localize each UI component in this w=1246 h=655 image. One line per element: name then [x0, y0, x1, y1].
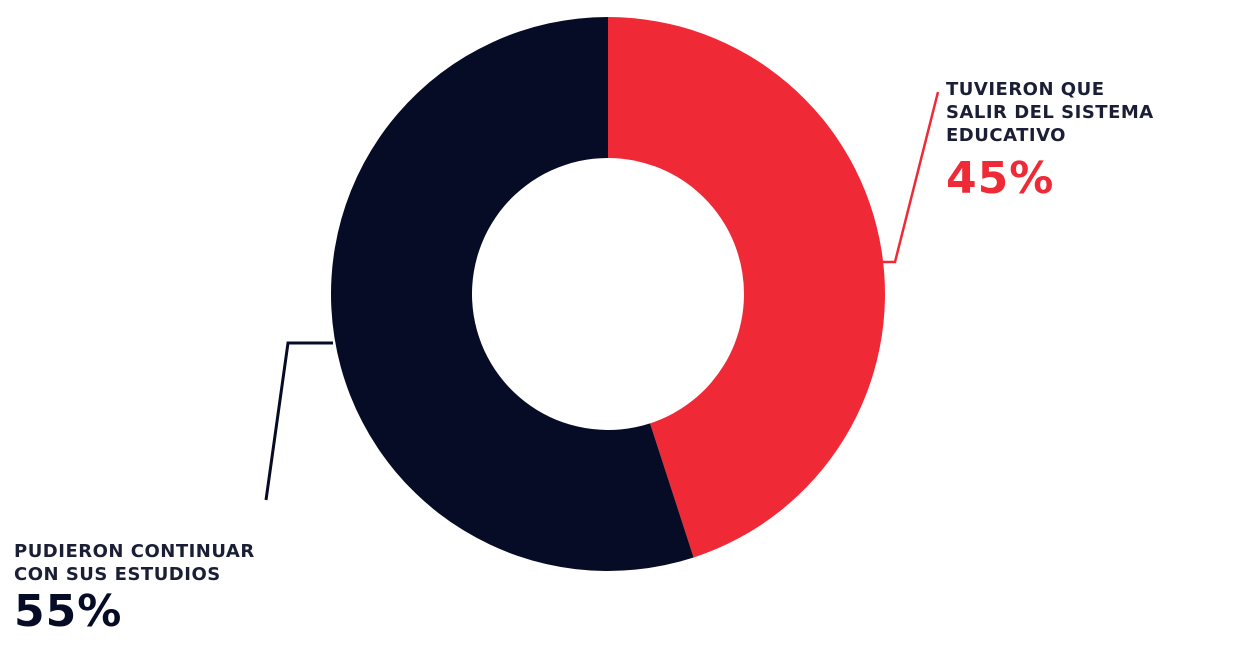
slice-label-red-line-3: EDUCATIVO: [946, 125, 1066, 146]
donut-slice-red: [608, 17, 885, 558]
leader-line-red-slice: [883, 91, 940, 264]
slice-label-dark: PUDIERON CONTINUAR CON SUS ESTUDIOS 55%: [14, 540, 434, 636]
slice-label-red-line-2: SALIR DEL SISTEMA: [946, 102, 1154, 123]
slice-label-red: TUVIERON QUE SALIR DEL SISTEMA EDUCATIVO…: [946, 78, 1246, 203]
donut-slices: [331, 17, 885, 571]
slice-label-dark-line-1: PUDIERON CONTINUAR: [14, 541, 255, 562]
slice-value-dark: 55%: [14, 586, 123, 637]
slice-value-red: 45%: [946, 153, 1055, 204]
slice-label-red-line-1: TUVIERON QUE: [946, 79, 1105, 100]
slice-label-dark-line-2: CON SUS ESTUDIOS: [14, 564, 221, 585]
donut-slice-dark: [331, 17, 694, 571]
leader-line-dark-slice: [264, 341, 333, 501]
